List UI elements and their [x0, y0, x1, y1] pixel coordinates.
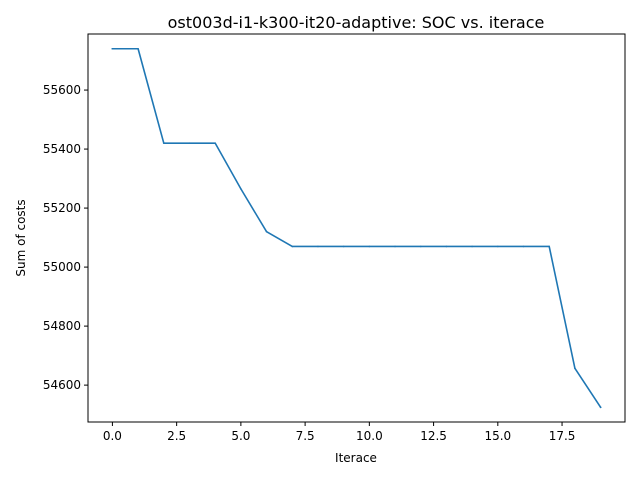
data-point — [265, 230, 268, 233]
data-point — [471, 245, 473, 248]
y-axis-label: Sum of costs — [14, 199, 28, 276]
y-tick-label: 54800 — [43, 319, 81, 333]
x-tick-label: 15.0 — [484, 429, 511, 443]
data-point — [342, 245, 345, 248]
y-axis-ticks: 54600 54800 55000 55200 55400 55600 — [43, 83, 88, 392]
data-point — [497, 245, 499, 248]
x-tick-label: 0.0 — [103, 429, 122, 443]
data-point — [111, 47, 114, 50]
plot-area: 0.0 2.5 5.0 7.5 10.0 12.5 15.0 17.5 54600548005… — [43, 33, 626, 443]
y-tick-label: 55000 — [43, 260, 81, 274]
data-point — [291, 245, 294, 248]
data-point — [317, 245, 319, 248]
data-point — [214, 142, 216, 144]
x-tick-label: 2.5 — [167, 429, 186, 443]
x-tick-label: 10.0 — [356, 429, 383, 443]
series-layer — [111, 47, 602, 409]
x-axis-ticks: 0.0 2.5 5.0 7.5 10.0 12.5 15.0 17.5 — [103, 422, 576, 443]
data-point — [574, 367, 576, 370]
x-tick-label: 12.5 — [420, 429, 447, 443]
y-tick-label: 55400 — [43, 142, 81, 156]
data-point — [394, 245, 396, 248]
data-point — [445, 245, 448, 248]
x-tick-label: 7.5 — [296, 429, 315, 443]
y-tick-label: 55200 — [43, 201, 81, 215]
data-point — [188, 142, 191, 144]
soc-series-line — [111, 47, 602, 409]
x-axis-label: Iterace — [335, 451, 377, 465]
y-tick-label: 55600 — [43, 83, 81, 97]
data-point — [240, 188, 242, 190]
data-point — [137, 47, 139, 50]
data-point — [419, 245, 422, 248]
x-tick-label: 5.0 — [231, 429, 250, 443]
x-tick-label: 17.5 — [549, 429, 576, 443]
axes-frame — [87, 33, 626, 423]
chart-title: ost003d-i1-k300-it20-adaptive: SOC vs. i… — [168, 13, 545, 32]
data-point — [162, 142, 165, 144]
y-tick-label: 54600 — [43, 378, 81, 392]
data-point — [368, 245, 371, 248]
data-point — [548, 245, 551, 248]
data-point — [522, 245, 525, 248]
data-point — [599, 406, 602, 409]
